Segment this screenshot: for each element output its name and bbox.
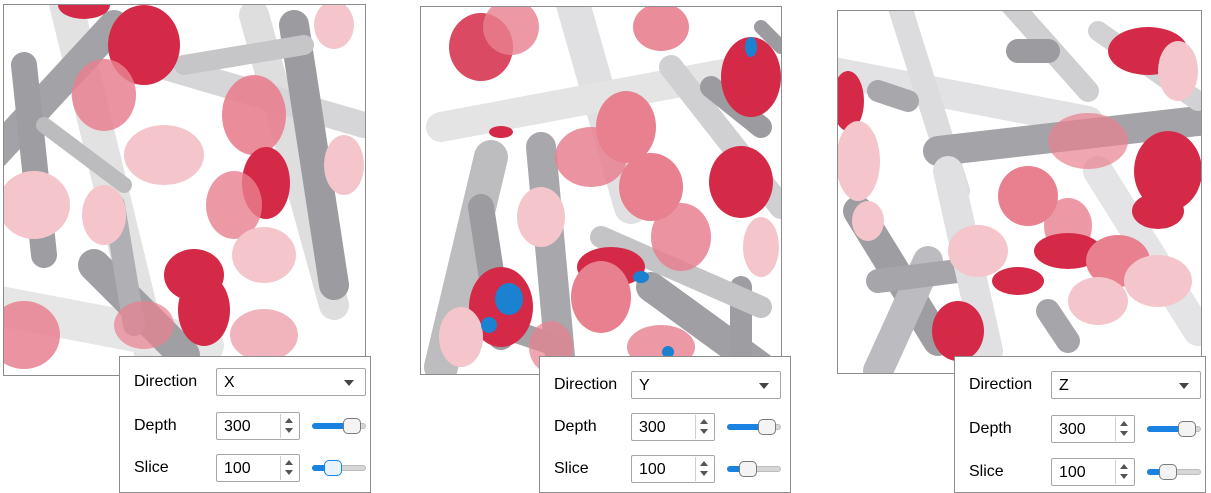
slider-thumb[interactable] xyxy=(739,461,757,477)
chevron-down-icon[interactable] xyxy=(1179,383,1189,389)
depth-slider[interactable] xyxy=(727,413,783,441)
slice-value: 100 xyxy=(639,461,666,478)
step-up-icon[interactable] xyxy=(285,460,293,465)
depth-label: Depth xyxy=(554,418,597,435)
slider-fill xyxy=(312,465,333,471)
slice-value: 100 xyxy=(1059,464,1086,481)
slice-slider[interactable] xyxy=(312,454,368,482)
chevron-down-icon[interactable] xyxy=(344,380,354,386)
depth-row: Depth 300 xyxy=(540,413,790,441)
depth-label: Depth xyxy=(134,417,177,434)
depth-spinbox[interactable]: 300 xyxy=(1051,415,1135,443)
controls-box-x: Direction X Depth 300 Slice xyxy=(119,356,371,493)
direction-select[interactable]: Y xyxy=(631,371,781,399)
direction-row: Direction Y xyxy=(540,371,790,399)
panel-y: Direction Y Depth 300 Slice xyxy=(0,0,791,493)
depth-value: 300 xyxy=(1059,421,1086,438)
slider-fill xyxy=(312,423,352,429)
slice-label: Slice xyxy=(134,459,169,476)
slider-fill xyxy=(727,424,767,430)
slider-fill xyxy=(727,466,748,472)
step-down-icon[interactable] xyxy=(700,471,708,476)
slice-value: 100 xyxy=(224,460,251,477)
slice-stepper[interactable] xyxy=(1115,460,1133,484)
slider-thumb[interactable] xyxy=(324,460,342,476)
slice-label: Slice xyxy=(969,463,1004,480)
slice-slider[interactable] xyxy=(1147,458,1203,486)
panel-x: Direction X Depth 300 Slice xyxy=(0,0,400,493)
depth-spinbox[interactable]: 300 xyxy=(631,413,715,441)
slider-fill xyxy=(1147,426,1187,432)
chevron-down-icon[interactable] xyxy=(759,383,769,389)
slider-thumb[interactable] xyxy=(1159,464,1177,480)
slider-fill xyxy=(1147,469,1168,475)
direction-value: Y xyxy=(639,377,650,394)
step-down-icon[interactable] xyxy=(285,470,293,475)
slice-stepper[interactable] xyxy=(280,456,298,480)
step-up-icon[interactable] xyxy=(700,461,708,466)
depth-label: Depth xyxy=(969,420,1012,437)
slice-label: Slice xyxy=(554,460,589,477)
volume-render-x xyxy=(4,5,365,375)
slice-row: Slice 100 xyxy=(540,455,790,483)
direction-value: X xyxy=(224,374,235,391)
depth-value: 300 xyxy=(224,418,251,435)
slice-slider[interactable] xyxy=(727,455,783,483)
depth-stepper[interactable] xyxy=(280,414,298,438)
step-up-icon[interactable] xyxy=(285,418,293,423)
step-down-icon[interactable] xyxy=(700,429,708,434)
direction-label: Direction xyxy=(969,376,1033,393)
direction-row: Direction X xyxy=(120,368,370,396)
direction-label: Direction xyxy=(134,373,198,390)
step-up-icon[interactable] xyxy=(1120,421,1128,426)
depth-stepper[interactable] xyxy=(1115,417,1133,441)
direction-label: Direction xyxy=(554,376,618,393)
depth-value: 300 xyxy=(639,419,666,436)
slice-row: Slice 100 xyxy=(120,454,370,482)
direction-select[interactable]: X xyxy=(216,368,366,396)
slice-spinbox[interactable]: 100 xyxy=(631,455,715,483)
volume-render-z xyxy=(838,11,1201,373)
slice-spinbox[interactable]: 100 xyxy=(1051,458,1135,486)
direction-select[interactable]: Z xyxy=(1051,371,1201,399)
controls-box-z: Direction Z Depth 300 Slice xyxy=(954,356,1206,493)
volume-viewport-x[interactable] xyxy=(3,4,366,376)
slider-thumb[interactable] xyxy=(1178,421,1196,437)
direction-row: Direction Z xyxy=(955,371,1205,399)
volume-viewport-z[interactable] xyxy=(837,10,1202,374)
depth-slider[interactable] xyxy=(1147,415,1203,443)
step-up-icon[interactable] xyxy=(1120,464,1128,469)
slider-thumb[interactable] xyxy=(343,418,361,434)
depth-row: Depth 300 xyxy=(955,415,1205,443)
step-up-icon[interactable] xyxy=(700,419,708,424)
slice-stepper[interactable] xyxy=(695,457,713,481)
slider-thumb[interactable] xyxy=(758,419,776,435)
slice-spinbox[interactable]: 100 xyxy=(216,454,300,482)
volume-render-y xyxy=(424,7,781,374)
step-down-icon[interactable] xyxy=(285,428,293,433)
volume-viewport-y[interactable] xyxy=(420,6,782,375)
slice-row: Slice 100 xyxy=(955,458,1205,486)
depth-stepper[interactable] xyxy=(695,415,713,439)
step-down-icon[interactable] xyxy=(1120,431,1128,436)
controls-box-y: Direction Y Depth 300 Slice xyxy=(539,356,791,493)
step-down-icon[interactable] xyxy=(1120,474,1128,479)
depth-slider[interactable] xyxy=(312,412,368,440)
depth-spinbox[interactable]: 300 xyxy=(216,412,300,440)
depth-row: Depth 300 xyxy=(120,412,370,440)
direction-value: Z xyxy=(1059,377,1069,394)
